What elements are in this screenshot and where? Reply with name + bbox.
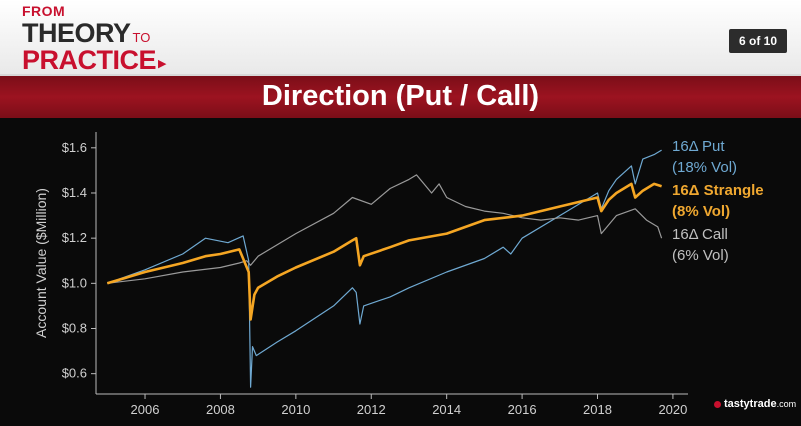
y-tick-label: $1.0 <box>62 275 87 290</box>
x-tick-label: 2018 <box>583 402 612 417</box>
from-theory-to-practice-logo: FROM THEORY TO PRACTICE ▶ <box>22 4 166 74</box>
y-tick-label: $0.6 <box>62 366 87 381</box>
logo-name: tastytrade <box>724 398 777 410</box>
x-tick-label: 2016 <box>508 402 537 417</box>
brand-theory: THEORY <box>22 18 131 48</box>
x-tick-label: 2020 <box>658 402 687 417</box>
title-bar: Direction (Put / Call) <box>0 76 801 118</box>
y-tick-label: $0.8 <box>62 321 87 336</box>
brand-practice: PRACTICE <box>22 45 157 75</box>
slide-header: FROM THEORY TO PRACTICE ▶ 6 of 10 <box>0 0 801 76</box>
x-tick-label: 2006 <box>131 402 160 417</box>
y-tick-label: $1.4 <box>62 185 87 200</box>
y-axis-label: Account Value ($Million) <box>33 188 49 338</box>
legend-call-vol: (6% Vol) <box>672 247 729 264</box>
line-chart: $0.6 $0.8 $1.0 $1.2 $1.4 $1.6 2006 2008 2010 2012… <box>33 132 688 417</box>
legend-put-name: 16Δ Put <box>672 138 725 155</box>
legend-strangle-vol: (8% Vol) <box>672 203 731 220</box>
tastytrade-logo: tastytrade.com <box>714 398 796 410</box>
legend-strangle-name: 16Δ Strangle <box>672 182 764 199</box>
legend-strangle: 16Δ Strangle (8% Vol) <box>672 180 764 222</box>
brand-from: FROM <box>22 3 66 19</box>
series-line-strangle <box>106 182 662 321</box>
page-indicator: 6 of 10 <box>728 29 787 53</box>
brand-to: TO <box>132 30 151 45</box>
x-tick-label: 2012 <box>357 402 386 417</box>
legend-call-name: 16Δ Call <box>672 226 728 243</box>
series-line-call <box>107 174 663 284</box>
tastytrade-dot-icon <box>714 400 721 408</box>
legend-put-vol: (18% Vol) <box>672 159 738 176</box>
series-line-put <box>107 149 662 388</box>
play-arrow-icon: ▶ <box>158 58 167 71</box>
x-tick-label: 2014 <box>432 402 461 417</box>
logo-suffix: .com <box>776 399 797 409</box>
slide-title: Direction (Put / Call) <box>261 80 540 112</box>
x-tick-label: 2008 <box>206 402 235 417</box>
y-tick-label: $1.6 <box>62 140 87 155</box>
x-tick-label: 2010 <box>281 402 310 417</box>
legend-put: 16Δ Put (18% Vol) <box>672 136 737 178</box>
y-tick-label: $1.2 <box>62 230 87 245</box>
legend-call: 16Δ Call (6% Vol) <box>672 224 729 266</box>
